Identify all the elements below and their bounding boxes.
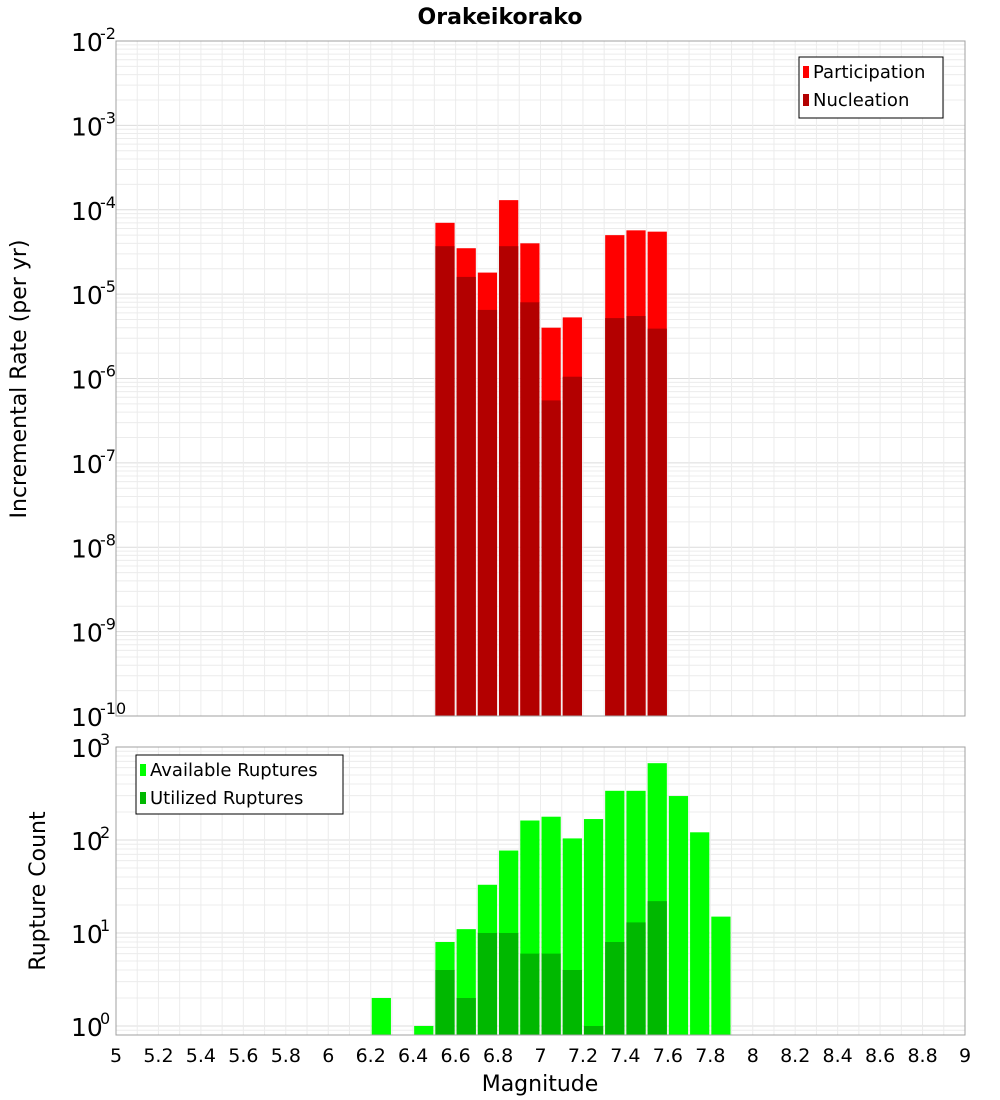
y-tick-label: 10 (71, 1013, 103, 1042)
x-tick-label: 6.8 (483, 1045, 513, 1067)
y-tick-label: 10 (71, 734, 103, 763)
y-tick-label: 10 (71, 827, 103, 856)
bar (690, 832, 710, 1035)
bar (668, 796, 689, 1035)
participation-nucleation-panel: 10-1010-910-810-710-610-510-410-310-2Inc… (7, 24, 966, 732)
series-utilized-ruptures (435, 901, 667, 1035)
y-tick-label: 10 (71, 197, 103, 226)
y-tick-exponent: -6 (100, 362, 116, 381)
plot-frame (115, 746, 966, 1036)
bar (499, 932, 519, 1035)
bar (456, 276, 476, 716)
x-tick-label: 6.4 (398, 1045, 428, 1067)
bar (435, 969, 455, 1035)
y-axis-label: Rupture Count (26, 811, 51, 971)
x-tick-label: 5.6 (228, 1045, 258, 1067)
x-tick-label: 8 (747, 1045, 759, 1067)
y-tick-exponent: -7 (100, 446, 116, 465)
bar (562, 969, 582, 1035)
legend-swatch (803, 94, 809, 106)
y-axis-label: Incremental Rate (per yr) (7, 240, 32, 519)
bar (711, 916, 731, 1035)
legend-label: Participation (813, 62, 925, 83)
bar (605, 318, 625, 716)
legend-box (135, 754, 344, 815)
y-tick-label: 10 (71, 703, 103, 732)
y-tick-label: 10 (71, 450, 103, 479)
y-tick-exponent: -4 (100, 193, 116, 212)
bar (499, 246, 519, 716)
legend: Available Ruptures Utilized Ruptures (135, 754, 344, 815)
y-tick-label: 10 (71, 28, 103, 57)
x-tick-label: 8.2 (780, 1045, 810, 1067)
bar (371, 997, 391, 1035)
y-tick-label: 10 (71, 112, 103, 141)
x-tick-label: 7.4 (610, 1045, 640, 1067)
y-tick-label: 10 (71, 920, 103, 949)
bar (583, 819, 604, 1035)
y-tick-label: 10 (71, 534, 103, 563)
y-tick-exponent: -2 (100, 24, 116, 43)
legend: Participation Nucleation (798, 56, 944, 119)
series-nucleation (435, 246, 667, 716)
y-tick-exponent: 2 (100, 823, 110, 842)
x-tick-label: 7 (534, 1045, 546, 1067)
bar (520, 302, 540, 716)
y-tick-exponent: -9 (100, 615, 116, 634)
y-tick-exponent: -10 (100, 699, 126, 718)
bar (626, 316, 646, 716)
bar (583, 1025, 604, 1035)
x-tick-label: 8.8 (907, 1045, 937, 1067)
x-tick-label: 5.8 (271, 1045, 301, 1067)
y-tick-exponent: -8 (100, 530, 116, 549)
bar (435, 246, 455, 716)
x-tick-label: 8.6 (865, 1045, 895, 1067)
x-tick-label: 6.2 (356, 1045, 386, 1067)
x-axis-label: Magnitude (482, 1072, 599, 1097)
x-tick-label: 7.8 (695, 1045, 725, 1067)
legend-swatch (140, 764, 146, 776)
legend-swatch (140, 792, 146, 804)
bar (414, 1025, 434, 1035)
y-tick-label: 10 (71, 366, 103, 395)
x-tick-label: 7.6 (653, 1045, 683, 1067)
x-tick-label: 5.4 (186, 1045, 216, 1067)
y-tick-exponent: -3 (100, 108, 116, 127)
bar (541, 400, 561, 716)
y-tick-exponent: -5 (100, 277, 116, 296)
x-tick-label: 6 (322, 1045, 334, 1067)
grid-lines (115, 40, 966, 717)
legend-label: Utilized Ruptures (150, 788, 303, 809)
bar (456, 997, 476, 1035)
bar (647, 328, 667, 716)
bar (477, 932, 498, 1035)
x-tick-label: 5.2 (143, 1045, 173, 1067)
bar (477, 309, 498, 716)
x-tick-label: 6.6 (440, 1045, 470, 1067)
legend-swatch (803, 66, 809, 78)
bar (562, 376, 582, 716)
bar (541, 953, 561, 1035)
legend-label: Nucleation (813, 90, 909, 111)
x-tick-label: 7.2 (568, 1045, 598, 1067)
y-tick-exponent: 0 (100, 1009, 110, 1028)
x-tick-label: 5 (110, 1045, 122, 1067)
x-axis: 5 5.2 5.4 5.6 5.8 6 6.2 6.4 6.6 6.8 7 7.2 7.4 7.6 7.8 8… (110, 1045, 971, 1067)
legend-label: Available Ruptures (150, 760, 318, 781)
plot-frame (115, 40, 966, 717)
x-tick-label: 9 (959, 1045, 971, 1067)
bar (647, 901, 667, 1035)
y-tick-label: 10 (71, 281, 103, 310)
y-tick-exponent: 1 (100, 916, 110, 935)
x-tick-label: 8.4 (823, 1045, 853, 1067)
y-tick-exponent: 3 (100, 730, 110, 749)
bar (520, 953, 540, 1035)
legend-box (798, 56, 944, 119)
bar (626, 922, 646, 1035)
chart-title: Orakeikorako (418, 5, 583, 30)
bar (605, 942, 625, 1035)
y-tick-label: 10 (71, 619, 103, 648)
